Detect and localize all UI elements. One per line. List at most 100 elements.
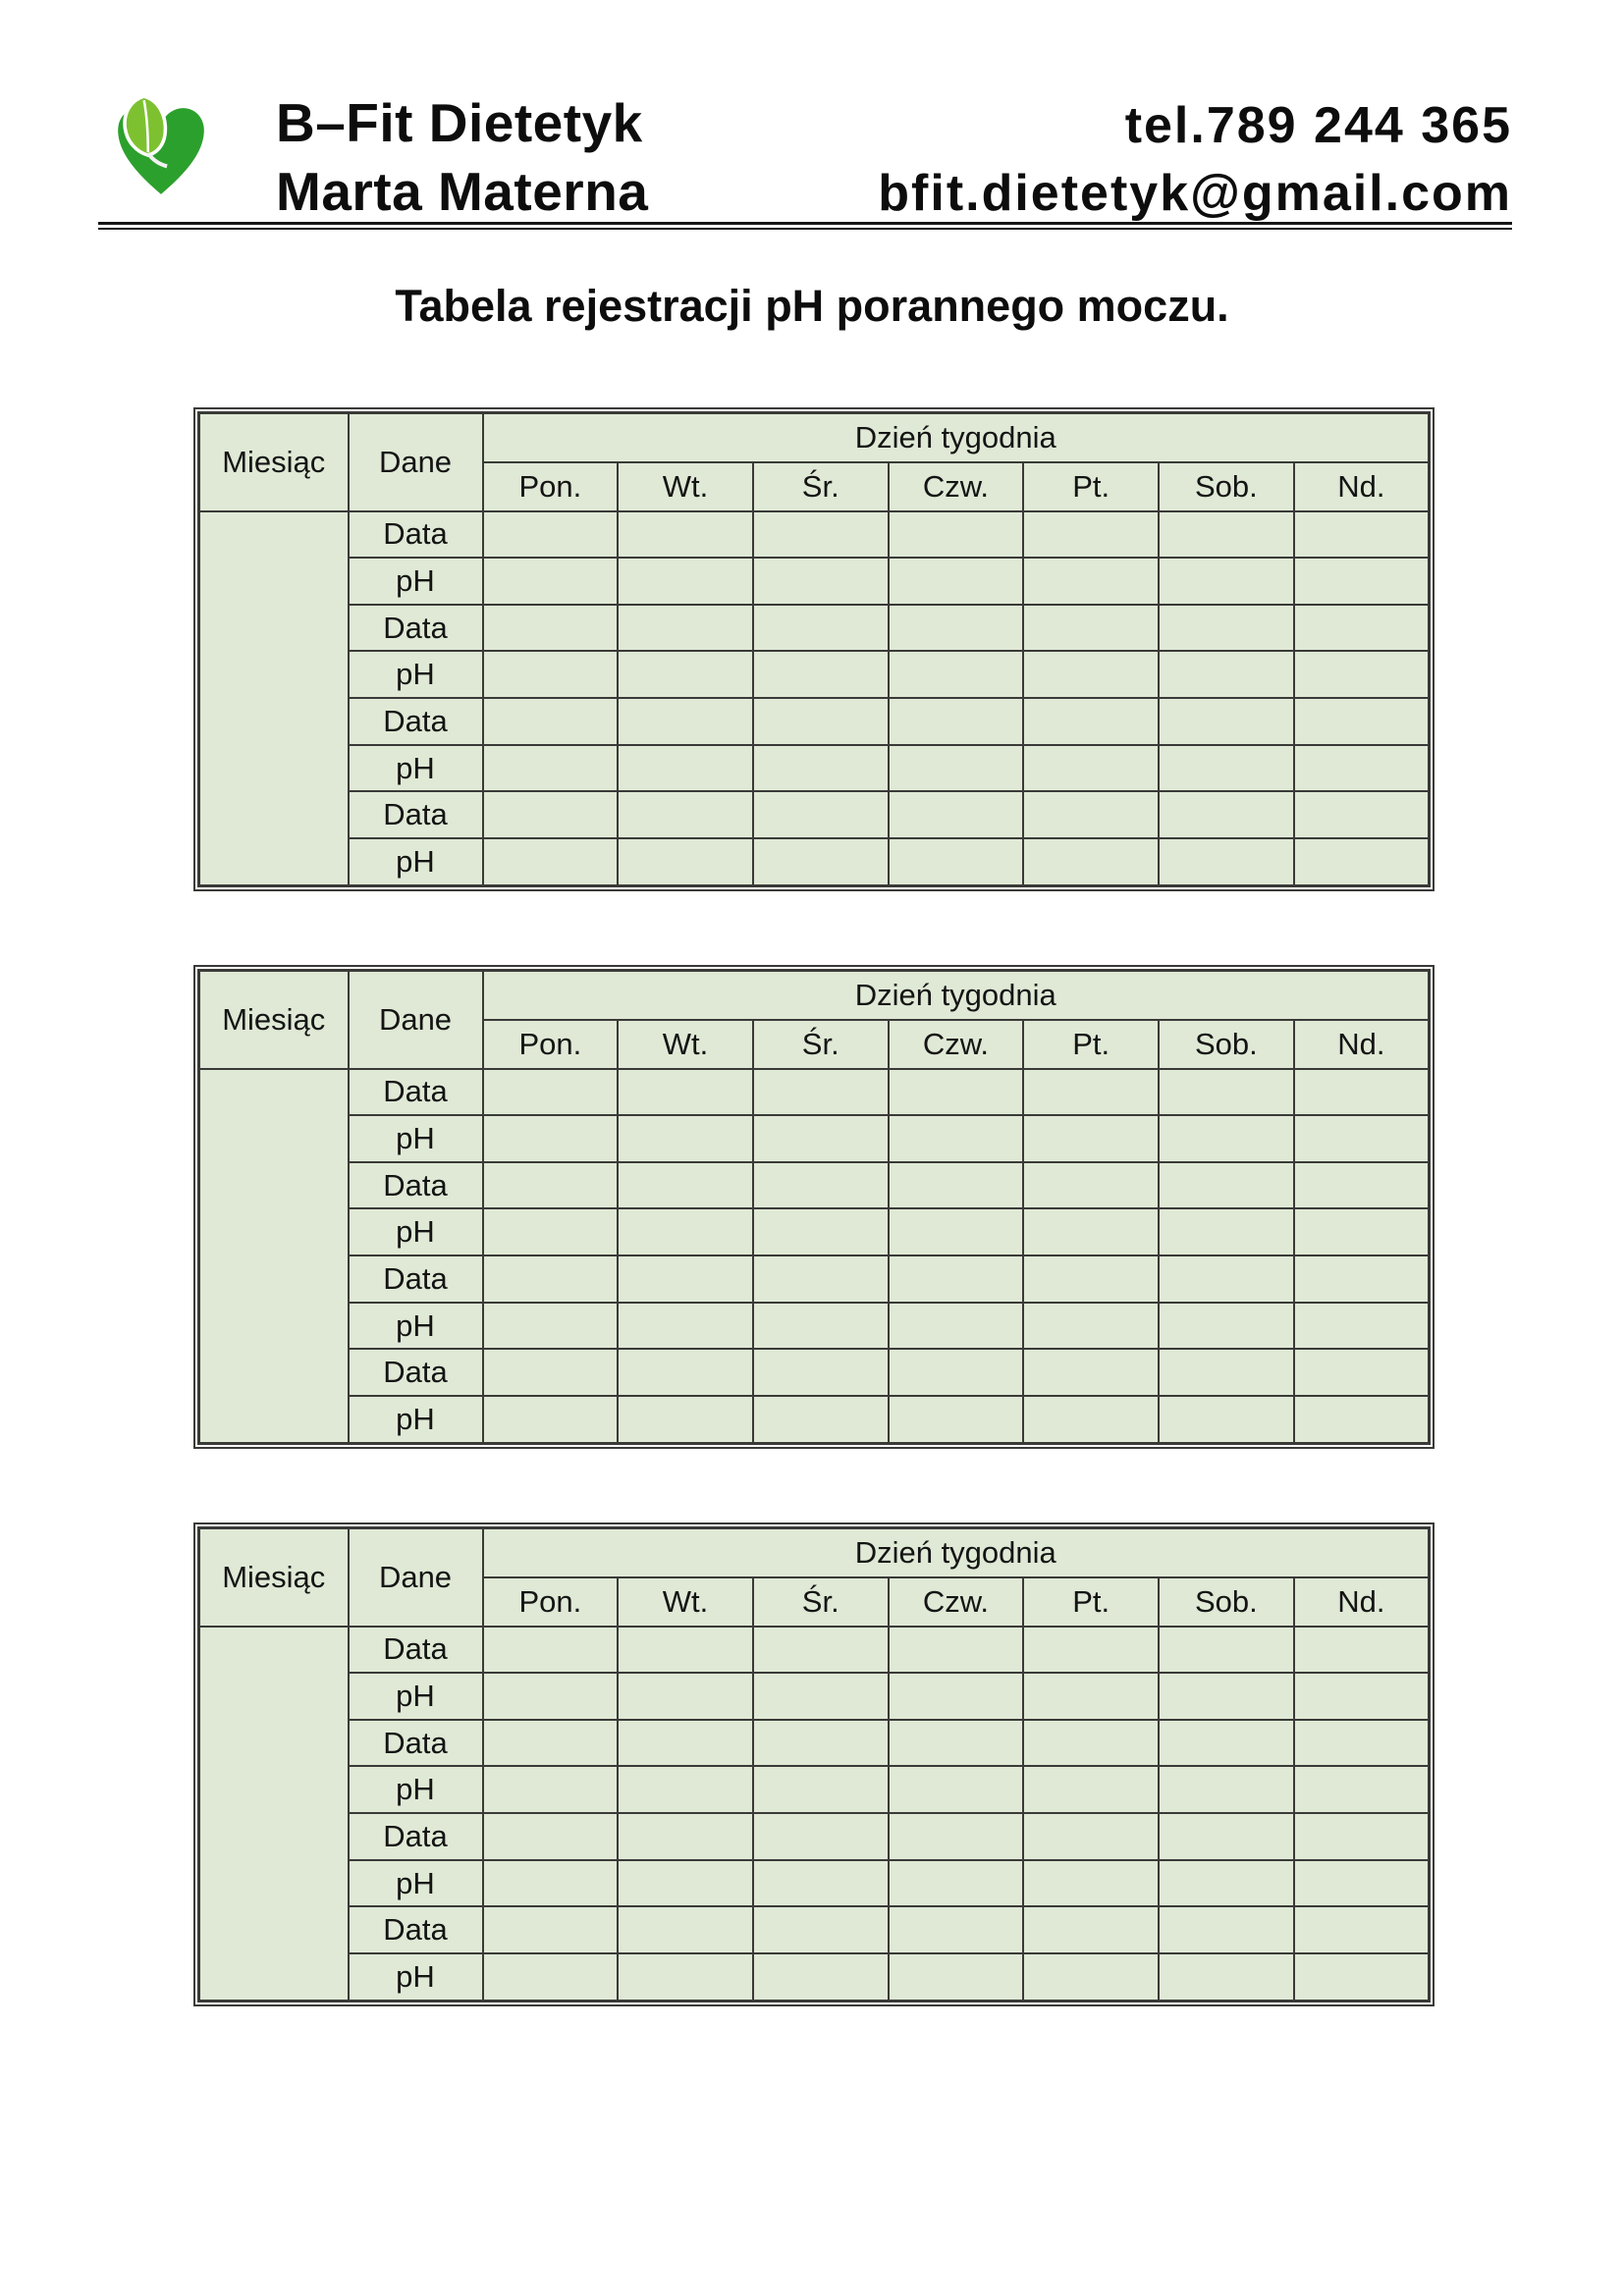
table-row: pH (199, 1672, 1431, 1721)
entry-cell (887, 1672, 1025, 1721)
day-header-nd: Nd. (1292, 460, 1431, 512)
entry-cell (481, 1160, 620, 1210)
entry-cell (1022, 650, 1161, 700)
table-row: pH (199, 650, 1431, 700)
entry-cell (1292, 1625, 1431, 1675)
entry-cell (1022, 1765, 1161, 1815)
entry-cell (1158, 837, 1295, 887)
ph-log-table: Miesiąc Dane Dzień tygodnia Pon. Wt. Śr.… (197, 411, 1431, 887)
entry-cell (1158, 1672, 1295, 1721)
entry-cell (1158, 1858, 1295, 1908)
row-label-data: Data (347, 1625, 484, 1675)
entry-cell (751, 509, 890, 560)
entry-cell (1292, 1348, 1431, 1398)
ph-log-table: Miesiąc Dane Dzień tygodnia Pon. Wt. Śr.… (197, 969, 1431, 1445)
entry-cell (1292, 1765, 1431, 1815)
table-row: Data (197, 1625, 1431, 2002)
entry-cell (1292, 1301, 1431, 1351)
entry-cell (481, 1255, 620, 1304)
table-row: pH (199, 1301, 1431, 1351)
entry-cell (1022, 837, 1161, 887)
entry-cell (887, 1114, 1025, 1163)
entry-cell (617, 1114, 754, 1163)
row-label-ph: pH (347, 1765, 484, 1815)
table-row: Data (199, 1905, 1431, 1955)
entry-cell (887, 1718, 1025, 1768)
entry-cell (1022, 1255, 1161, 1304)
entry-cell (1022, 509, 1161, 560)
entry-cell (751, 790, 890, 840)
entry-cell (751, 1858, 890, 1908)
day-header-nd: Nd. (1292, 1575, 1431, 1628)
brand-owner: Marta Materna (276, 161, 649, 222)
entry-cell (1292, 1672, 1431, 1721)
entry-cell (481, 650, 620, 700)
entry-cell (887, 650, 1025, 700)
entry-cell (1158, 697, 1295, 746)
entry-cell (751, 1348, 890, 1398)
entry-cell (1158, 1905, 1295, 1955)
day-header-sr: Śr. (751, 460, 890, 512)
brand-name: B–Fit Dietetyk (276, 92, 643, 153)
day-header-czw: Czw. (887, 1018, 1025, 1070)
entry-cell (1158, 1765, 1295, 1815)
day-header-sob: Sob. (1158, 1018, 1295, 1070)
month-entry-cell (197, 1067, 350, 1445)
entry-cell (887, 1067, 1025, 1117)
entry-cell (617, 1858, 754, 1908)
month-entry-cell (197, 1625, 350, 2002)
entry-cell (887, 1625, 1025, 1675)
row-label-data: Data (347, 1255, 484, 1304)
entry-cell (887, 557, 1025, 606)
entry-cell (1022, 1858, 1161, 1908)
entry-cell (481, 557, 620, 606)
entry-cell (481, 1905, 620, 1955)
row-label-data: Data (347, 1812, 484, 1861)
entry-cell (751, 557, 890, 606)
entry-cell (751, 1672, 890, 1721)
row-label-ph: pH (347, 837, 484, 887)
entry-cell (617, 603, 754, 653)
entry-cell (481, 1718, 620, 1768)
row-label-ph: pH (347, 743, 484, 793)
table-row: pH (199, 1114, 1431, 1163)
entry-cell (1022, 1114, 1161, 1163)
table-row: Data (199, 1348, 1431, 1398)
entry-cell (1158, 1114, 1295, 1163)
month-column-header: Miesiąc (197, 1526, 350, 1628)
table-row: pH (199, 1858, 1431, 1908)
phone-number: tel.789 244 365 (1124, 97, 1512, 154)
row-label-data: Data (347, 1718, 484, 1768)
entry-cell (481, 1207, 620, 1257)
entry-cell (617, 509, 754, 560)
entry-cell (1022, 603, 1161, 653)
day-header-sob: Sob. (1158, 1575, 1295, 1628)
entry-cell (481, 509, 620, 560)
entry-cell (1158, 790, 1295, 840)
entry-cell (751, 1812, 890, 1861)
entry-cell (1158, 1625, 1295, 1675)
row-label-data: Data (347, 1348, 484, 1398)
entry-cell (617, 1812, 754, 1861)
row-label-ph: pH (347, 1672, 484, 1721)
entry-cell (751, 1952, 890, 2002)
entry-cell (617, 1718, 754, 1768)
entry-cell (617, 1905, 754, 1955)
entry-cell (751, 1114, 890, 1163)
entry-cell (617, 1625, 754, 1675)
entry-cell (751, 1207, 890, 1257)
entry-cell (1022, 697, 1161, 746)
entry-cell (481, 1858, 620, 1908)
row-label-data: Data (347, 697, 484, 746)
entry-cell (481, 1114, 620, 1163)
entry-cell (751, 1905, 890, 1955)
entry-cell (1292, 1395, 1431, 1445)
entry-cell (887, 1395, 1025, 1445)
entry-cell (1022, 1718, 1161, 1768)
entry-cell (1292, 603, 1431, 653)
entry-cell (1022, 743, 1161, 793)
entry-cell (1022, 1812, 1161, 1861)
entry-cell (617, 1207, 754, 1257)
page-title: Tabela rejestracji pH porannego moczu. (395, 281, 1229, 331)
entry-cell (1158, 1301, 1295, 1351)
